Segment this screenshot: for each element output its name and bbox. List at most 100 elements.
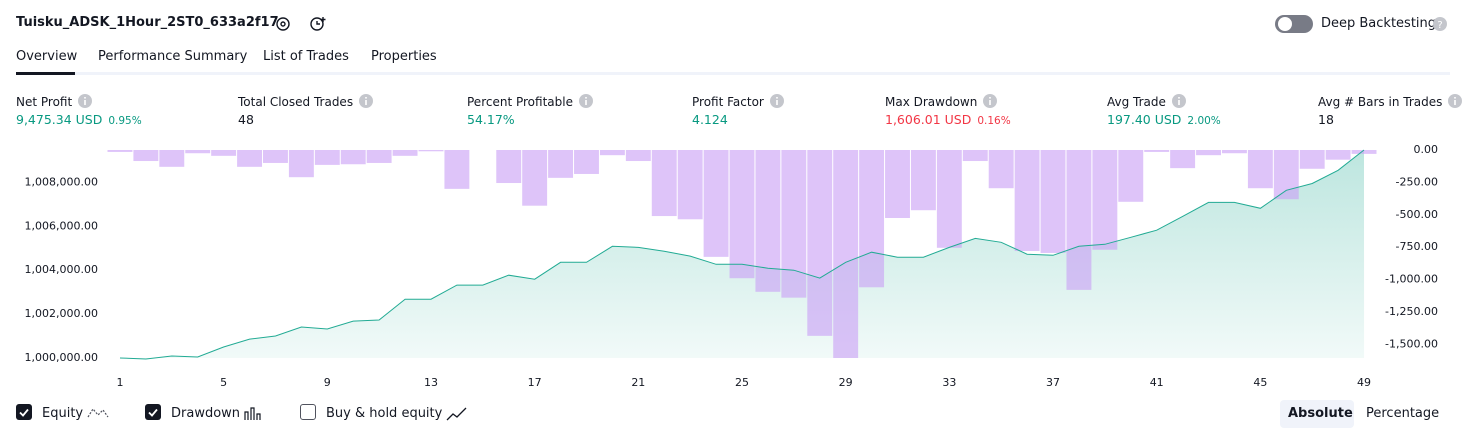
equity-line (119, 149, 1365, 360)
drawdown-bar (1247, 150, 1273, 189)
svg-text:?: ? (1437, 20, 1442, 31)
checkbox[interactable] (16, 404, 32, 420)
drawdown-bar (522, 150, 548, 206)
drawdown-bar (1170, 150, 1196, 169)
stat-label: Net Profit (16, 93, 93, 109)
x-tick-label: 49 (1357, 376, 1371, 389)
drawdown-bar (1014, 150, 1040, 252)
view-button[interactable]: Absolute (1288, 406, 1353, 421)
drawdown-bar (185, 150, 211, 154)
deep-backtesting-toggle[interactable] (1274, 13, 1314, 35)
tab[interactable]: Performance Summary (98, 49, 248, 64)
help-icon[interactable]: ? (1432, 16, 1448, 32)
stat-value: 48 (238, 112, 254, 127)
drawdown-bar (599, 150, 625, 156)
x-tick-label: 29 (839, 376, 853, 389)
y-tick-label: 1,006,000.00 (25, 219, 98, 232)
drawdown-bar (314, 150, 340, 165)
stat-value: 1,606.01 USD 0.16% (885, 112, 1011, 127)
drawdown-bar (418, 150, 444, 152)
deep-backtesting-label: Deep Backtesting (1321, 16, 1437, 31)
stat-label: Avg Trade (1107, 93, 1187, 109)
buyhold-icon (446, 407, 467, 421)
info-icon[interactable] (358, 93, 374, 109)
drawdown-bar (133, 150, 159, 162)
y2-tick-label: -1,250.00 (1385, 305, 1438, 318)
stat-number: 4.124 (692, 112, 728, 127)
stat-label: Avg # Bars in Trades (1318, 93, 1463, 109)
drawdown-bar (1299, 150, 1325, 169)
equity-icon (87, 407, 109, 418)
stat-value: 197.40 USD 2.00% (1107, 112, 1221, 127)
tab-rule (16, 72, 1450, 75)
info-icon[interactable] (578, 93, 594, 109)
drawdown-bar (755, 150, 781, 292)
drawdown-bar (1144, 150, 1170, 152)
header-icons (276, 17, 326, 31)
drawdown-bar (237, 150, 263, 167)
stat-number: 54.17% (467, 112, 515, 127)
info-icon[interactable] (1447, 93, 1463, 109)
y2-tick-label: -1,500.00 (1385, 337, 1438, 350)
drawdown-bar (288, 150, 314, 178)
drawdown-bar (651, 150, 677, 217)
stat-number: 18 (1318, 112, 1334, 127)
equity-area (119, 150, 1365, 359)
y-tick-label: 1,008,000.00 (25, 175, 98, 188)
x-tick-label: 25 (735, 376, 749, 389)
stat-number: 9,475.34 USD (16, 112, 103, 127)
stat-number: 1,606.01 USD (885, 112, 972, 127)
x-tick-label: 41 (1150, 376, 1164, 389)
drawdown-bar (159, 150, 185, 167)
drawdown-bar (340, 150, 366, 165)
y2-tick-label: 0.00 (1414, 143, 1439, 156)
y2-tick-label: -250.00 (1396, 175, 1438, 188)
x-tick-label: 9 (324, 376, 331, 389)
tab[interactable]: List of Trades (263, 49, 349, 64)
drawdown-bar (548, 150, 574, 178)
check (148, 408, 158, 417)
legend-label: Drawdown (171, 406, 241, 421)
stat-percent: 2.00% (1187, 115, 1221, 127)
y-tick-label: 1,002,000.00 (25, 307, 98, 320)
x-tick-label: 17 (528, 376, 542, 389)
checkbox[interactable] (145, 404, 161, 420)
drawdown-bar (625, 150, 651, 162)
drawdown-bar (729, 150, 755, 279)
drawdown-bar (703, 150, 729, 257)
drawdown-bar (677, 150, 703, 220)
x-tick-label: 37 (1046, 376, 1060, 389)
drawdown-bar (807, 150, 833, 336)
drawdown-bar (962, 150, 988, 162)
info-icon[interactable] (982, 93, 998, 109)
stat-value: 9,475.34 USD 0.95% (16, 112, 142, 127)
y-tick-label: 1,000,000.00 (25, 351, 98, 364)
view-button[interactable]: Percentage (1366, 406, 1440, 421)
drawdown-bar (574, 150, 599, 174)
y2-tick-label: -500.00 (1396, 208, 1438, 221)
info-icon[interactable] (769, 93, 785, 109)
stat-value: 18 (1318, 112, 1334, 127)
checkbox[interactable] (300, 404, 316, 420)
tab[interactable]: Properties (371, 49, 437, 64)
drawdown-bar (1273, 150, 1299, 200)
tab[interactable]: Overview (16, 49, 78, 64)
drawdown-bar (263, 150, 288, 163)
stat-number: 197.40 USD (1107, 112, 1182, 127)
stat-number: 48 (238, 112, 254, 127)
drawdown-bar (496, 150, 522, 184)
drawdown-bar (781, 150, 807, 298)
drawdown-bar (1221, 150, 1247, 154)
drawdown-bar (833, 150, 859, 358)
legend-label: Equity (42, 406, 84, 421)
x-tick-label: 1 (116, 376, 123, 389)
drawdown-bar (885, 150, 910, 218)
info-icon[interactable] (1171, 93, 1187, 109)
info-icon[interactable] (77, 93, 93, 109)
drawdown-bar (1118, 150, 1144, 202)
drawdown-bar (988, 150, 1014, 189)
y2-tick-label: -750.00 (1396, 240, 1438, 253)
check (19, 408, 29, 417)
